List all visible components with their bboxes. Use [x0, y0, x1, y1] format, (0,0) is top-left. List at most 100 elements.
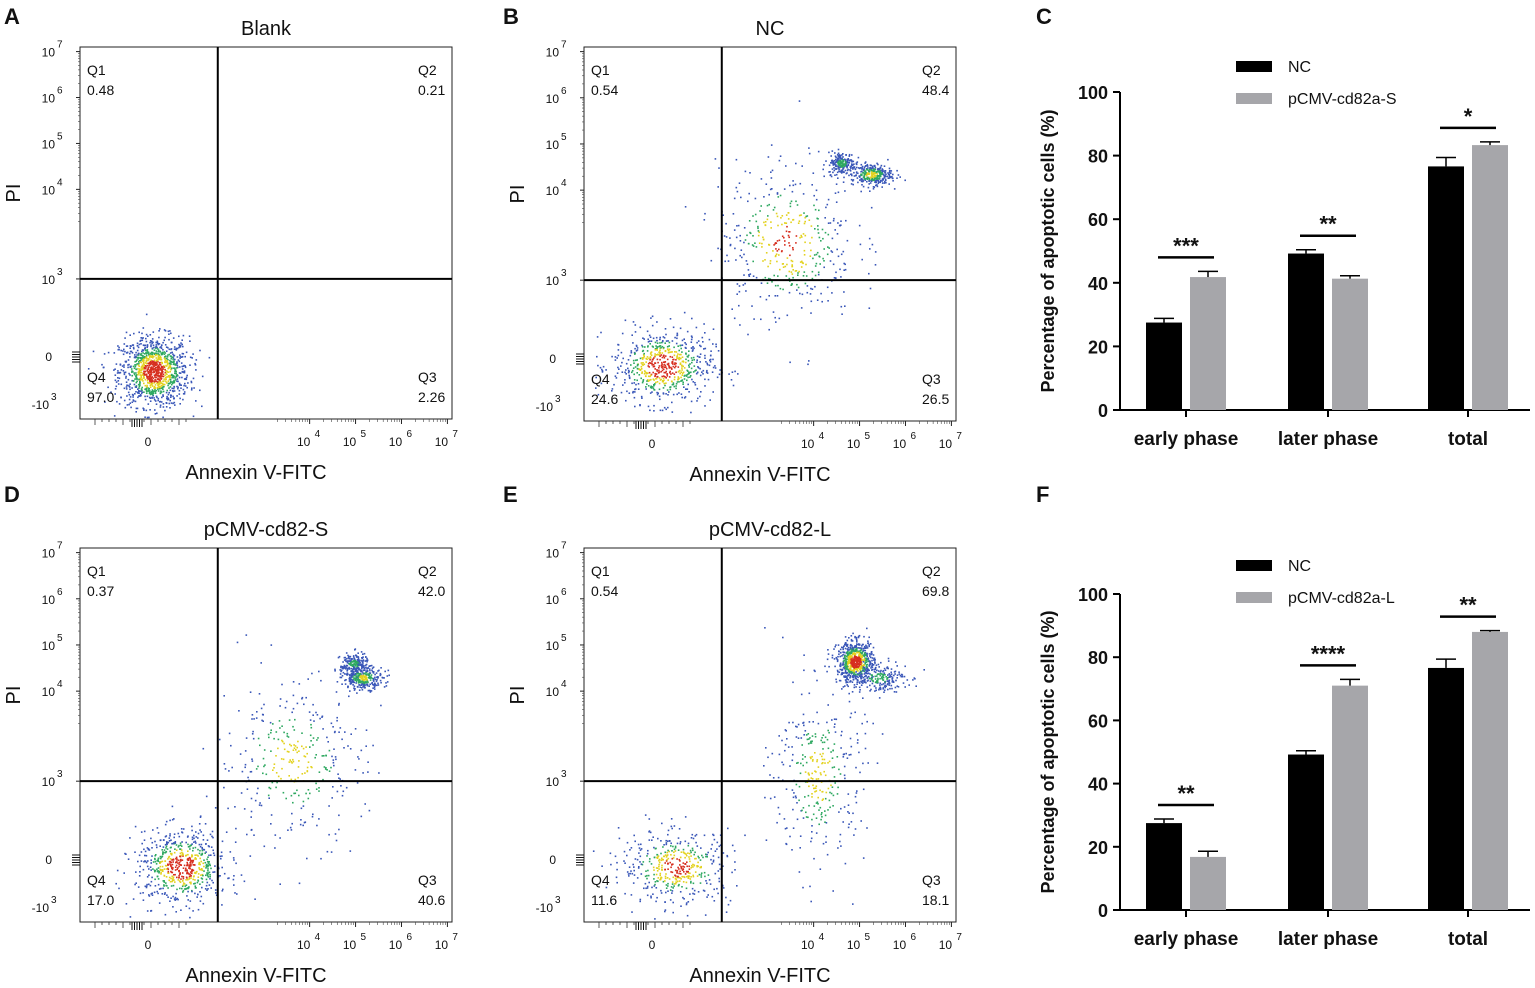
scatter-point: [114, 388, 117, 390]
scatter-point: [847, 164, 850, 166]
scatter-point: [174, 379, 177, 381]
scatter-point: [302, 800, 305, 803]
scatter-point: [710, 350, 712, 352]
scatter-point: [675, 877, 677, 880]
scatter-point: [671, 883, 674, 885]
scatter-point: [690, 876, 692, 878]
scatter-point: [680, 347, 682, 350]
scatter-point: [188, 867, 190, 869]
scatter-point: [181, 352, 184, 355]
scatter-point: [870, 167, 873, 170]
scatter-point: [656, 391, 658, 394]
scatter-point: [369, 677, 371, 679]
scatter-point: [168, 366, 170, 369]
scatter-point: [351, 660, 354, 663]
scatter-point: [668, 341, 671, 344]
scatter-point: [641, 371, 643, 373]
scatter-point: [631, 911, 633, 913]
scatter-point: [199, 816, 202, 818]
scatter-point: [862, 168, 865, 171]
scatter-point: [170, 394, 172, 397]
scatter-point: [179, 355, 182, 358]
scatter-point: [677, 357, 680, 360]
scatter-point: [840, 305, 843, 308]
scatter-point: [171, 351, 173, 354]
scatter-point: [154, 353, 157, 356]
scatter-point: [368, 672, 371, 674]
scatter-point: [876, 162, 878, 165]
scatter-point: [364, 677, 367, 680]
scatter-point: [334, 670, 336, 672]
scatter-point: [839, 158, 842, 160]
scatter-point: [686, 871, 688, 873]
scatter-point: [696, 355, 699, 358]
scatter-point: [336, 790, 339, 793]
scatter-point: [131, 393, 134, 396]
scatter-point: [179, 887, 181, 890]
scatter-point: [310, 766, 312, 768]
scatter-point: [865, 165, 867, 167]
scatter-point: [350, 664, 352, 667]
scatter-point: [145, 333, 148, 336]
scatter-point: [202, 834, 205, 837]
scatter-point: [838, 170, 841, 173]
scatter-point: [158, 888, 161, 890]
scatter-point: [374, 678, 377, 681]
scatter-point: [848, 153, 851, 156]
scatter-point: [144, 395, 146, 398]
scatter-point: [196, 870, 198, 873]
scatter-point: [140, 369, 142, 372]
scatter-point: [687, 875, 689, 877]
scatter-point: [158, 381, 160, 383]
scatter-point: [162, 380, 164, 383]
scatter-point: [595, 387, 597, 389]
scatter-point: [164, 344, 167, 346]
scatter-point: [207, 869, 209, 872]
scatter-point: [360, 651, 363, 653]
scatter-point: [643, 887, 645, 890]
scatter-point: [125, 377, 127, 379]
scatter-point: [314, 756, 316, 759]
scatter-point: [180, 384, 182, 386]
scatter-point: [176, 374, 179, 376]
scatter-point: [124, 371, 127, 374]
scatter-point: [801, 293, 804, 296]
y-tick-base: 10: [546, 138, 560, 152]
scatter-point: [162, 839, 165, 841]
scatter-point: [181, 339, 183, 341]
scatter-point: [220, 857, 222, 860]
scatter-point: [826, 253, 829, 256]
scatter-point: [184, 382, 186, 385]
scatter-point: [711, 371, 714, 373]
scatter-point: [647, 375, 650, 378]
scatter-point: [143, 373, 146, 375]
scatter-point: [666, 854, 669, 856]
scatter-point: [892, 180, 894, 182]
scatter-point: [305, 696, 307, 699]
scatter-point: [835, 277, 837, 279]
scatter-point: [184, 378, 187, 380]
scatter-point: [114, 368, 116, 370]
scatter-point: [602, 365, 605, 368]
scatter-point: [161, 865, 164, 868]
scatter-point: [649, 343, 651, 345]
scatter-point: [157, 870, 159, 872]
scatter-point: [158, 366, 160, 369]
scatter-point: [826, 286, 829, 289]
scatter-point: [182, 398, 184, 401]
scatter-point: [861, 184, 863, 186]
scatter-point: [160, 861, 162, 863]
scatter-point: [808, 360, 810, 362]
scatter-point: [677, 884, 680, 887]
scatter-point: [139, 381, 141, 383]
scatter-point: [149, 884, 152, 887]
scatter-point: [801, 260, 803, 263]
scatter-point: [335, 758, 337, 761]
scatter-point: [196, 854, 198, 856]
scatter-point: [156, 373, 158, 375]
scatter-point: [706, 896, 708, 898]
scatter-point: [702, 373, 704, 375]
scatter-point: [177, 862, 179, 864]
scatter-point: [811, 288, 814, 290]
scatter-point: [135, 364, 137, 366]
